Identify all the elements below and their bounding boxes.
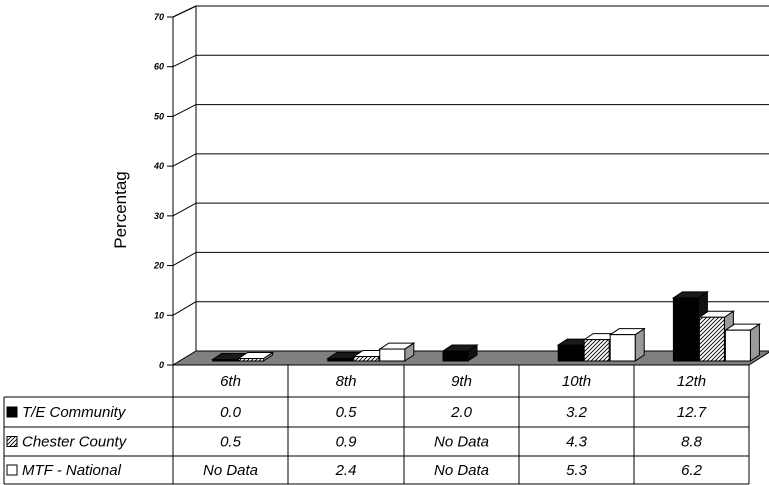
y-axis-label: Percentag [111,171,130,249]
y-tick-label: 40 [153,161,164,171]
y-tick-label: 60 [154,62,164,72]
table-cell: No Data [434,462,489,479]
bar-mtf-national-8th [378,342,416,362]
gridline-connector [172,5,197,18]
x-tick-label: 8th [336,373,357,390]
y-tick-label: 20 [153,261,164,271]
table-cell: 4.3 [566,434,588,451]
bar-mtf-national-12th [723,323,762,362]
bar-t-e-community-6th [210,352,249,362]
legend-swatch [6,406,18,418]
gridline-connector [172,104,197,117]
table-cell: 2.0 [450,404,473,421]
table-cell: 8.8 [681,434,703,451]
table-cell: 0.0 [220,404,242,421]
bars-group [210,290,762,362]
legend-swatch [6,464,18,476]
y-tick-label: 10 [154,310,164,320]
legend-label: T/E Community [22,404,127,421]
legend-swatch [6,436,18,447]
y-axis-ticks: 0 10 20 30 40 50 60 70 [153,12,173,370]
table-cell: 3.2 [566,404,588,421]
table-cell: 0.5 [220,434,242,451]
bar-chester-county-6th [236,351,275,362]
gridline-connector [172,153,197,167]
x-tick-label: 12th [677,373,706,390]
legend-label: Chester County [22,434,128,451]
legend-label: MTF - National [22,462,122,479]
bar-t-e-community-9th [441,344,479,362]
bar-mtf-national-10th [608,327,646,362]
table-cell: 12.7 [677,404,707,421]
data-table: 6th 8th 9th 10th 12th T/E Community 0.0 0.5 2.0 3… [3,364,750,485]
table-cell: 6.2 [681,462,703,479]
x-tick-label: 10th [562,373,591,390]
table-cell: 5.3 [566,462,588,479]
y-tick-label: 30 [154,211,164,221]
left-wall [172,5,197,365]
table-cell: No Data [203,462,258,479]
table-cell: 0.9 [336,434,358,451]
y-tick-label: 70 [154,12,164,22]
table-cell: 2.4 [335,462,357,479]
y-tick-label: 0 [159,360,164,370]
gridlines [172,5,769,316]
table-cell: No Data [434,434,489,451]
table-cell: 0.5 [336,404,358,421]
gridline-connector [172,202,197,217]
x-tick-label: 6th [220,373,241,390]
gridline-connector [172,251,197,267]
gridline-connector [172,301,197,316]
gridline-connector [172,54,197,68]
y-tick-label: 50 [154,111,164,121]
x-tick-label: 9th [451,373,472,390]
